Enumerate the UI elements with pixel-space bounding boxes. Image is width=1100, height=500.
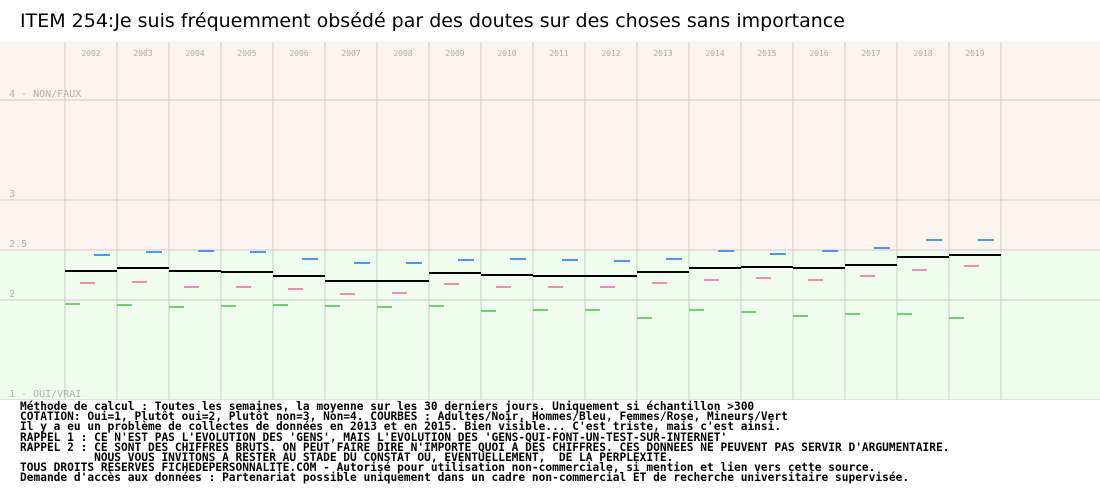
- y-tick-label: 2.5: [9, 239, 27, 250]
- x-tick-label: 2011: [549, 49, 568, 58]
- y-tick-label: 4 - NON/FAUX: [9, 89, 81, 100]
- y-tick-label: 2: [9, 289, 15, 300]
- note-line: NOUS VOUS INVITONS A RESTER AU STADE DU …: [20, 451, 674, 465]
- note-line: Méthode de calcul : Toutes les semaines,…: [20, 400, 755, 413]
- note-line: COTATION: Oui=1, Plutôt oui=2, Plutôt no…: [20, 410, 788, 424]
- x-tick-label: 2012: [601, 49, 620, 58]
- x-tick-label: 2013: [653, 49, 672, 58]
- x-tick-label: 2010: [497, 49, 516, 58]
- note-line: TOUS DROITS RESERVES FICHEDEPERSONNALITE…: [20, 461, 876, 475]
- x-tick-label: 2003: [133, 49, 152, 58]
- y-tick-label: 1 - OUI/VRAI: [9, 389, 81, 400]
- note-line: Demande d'accès aux données : Partenaria…: [20, 471, 910, 485]
- x-tick-label: 2005: [237, 49, 256, 58]
- y-tick-label: 3: [9, 189, 15, 200]
- series-adultes: [65, 254, 1001, 282]
- chart-title: ITEM 254:Je suis fréquemment obsédé par …: [20, 10, 845, 32]
- notes-background: [0, 400, 1100, 500]
- header-band: [0, 42, 1100, 100]
- x-tick-label: 2019: [965, 49, 984, 58]
- background-band: [0, 250, 1100, 400]
- x-tick-label: 2014: [705, 49, 724, 58]
- series-femmes: [80, 265, 979, 295]
- note-line: RAPPEL 2 : CE SONT DES CHIFFRES BRUTS. O…: [20, 440, 950, 454]
- series-hommes: [94, 239, 994, 264]
- series-mineurs: [65, 303, 964, 319]
- note-line: RAPPEL 1 : CE N'EST PAS L'EVOLUTION DES …: [20, 430, 728, 444]
- x-tick-label: 2008: [393, 49, 412, 58]
- x-tick-label: 2016: [809, 49, 828, 58]
- x-tick-label: 2018: [913, 49, 932, 58]
- note-line: Il y a eu un problème de collectes de do…: [20, 420, 782, 434]
- x-tick-label: 2006: [289, 49, 308, 58]
- x-tick-label: 2007: [341, 49, 360, 58]
- x-tick-label: 2004: [185, 49, 204, 58]
- x-tick-label: 2015: [757, 49, 776, 58]
- chart-notes: Méthode de calcul : Toutes les semaines,…: [20, 400, 1090, 485]
- x-tick-label: 2017: [861, 49, 880, 58]
- x-tick-label: 2002: [81, 49, 100, 58]
- background-band: [0, 100, 1100, 250]
- x-tick-label: 2009: [445, 49, 464, 58]
